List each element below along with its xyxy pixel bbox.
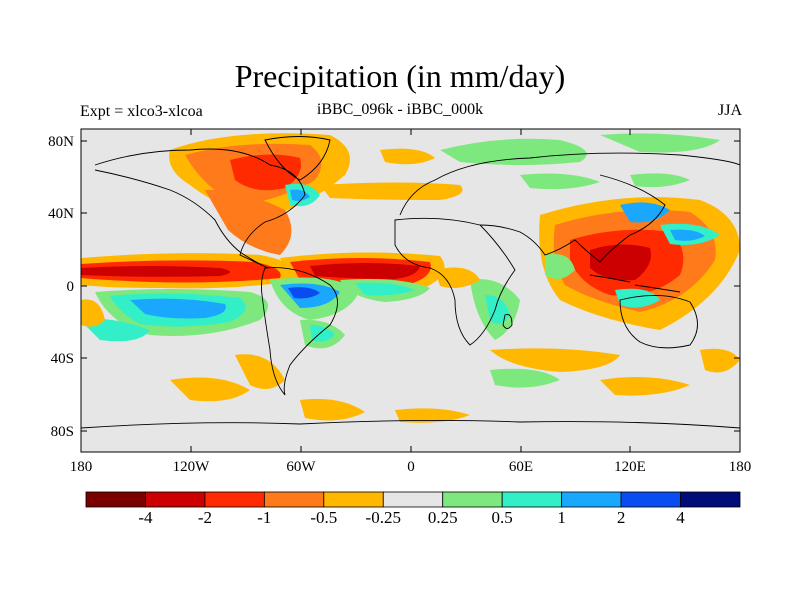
- longitude-labels: 180 120W 60W 0 60E 120E 180: [70, 459, 752, 475]
- colorbar-label: 4: [676, 508, 685, 527]
- anomaly-patch: [545, 254, 575, 279]
- colorbar-box: [85, 491, 146, 508]
- lat-label: 80N: [48, 134, 74, 150]
- colorbar-label: 1: [557, 508, 566, 527]
- lon-label: 60E: [509, 459, 533, 475]
- colorbar-label: -4: [138, 508, 153, 527]
- anomaly-patch: [520, 173, 600, 190]
- colorbar-box: [145, 491, 206, 508]
- colorbar: [85, 491, 741, 508]
- north-america-outline: [94, 148, 306, 269]
- lon-label: 120W: [173, 459, 211, 475]
- colorbar-label: -1: [257, 508, 272, 527]
- anomaly-patch: [205, 189, 292, 255]
- europe-asia-outline: [399, 152, 740, 263]
- anomaly-patch: [130, 298, 226, 319]
- lon-label: 180: [70, 459, 93, 475]
- anomaly-patch: [630, 173, 690, 188]
- colorbar-box: [323, 491, 384, 508]
- australia-outline: [619, 295, 698, 349]
- experiment-label: Expt = xlco3-xlcoa: [80, 103, 203, 120]
- anomaly-patch: [170, 377, 250, 402]
- anomaly-patch: [288, 287, 320, 299]
- colorbar-box: [442, 491, 503, 508]
- coastlines: [81, 136, 740, 429]
- lon-label: 60W: [286, 459, 316, 475]
- lon-label: 180: [729, 459, 752, 475]
- lon-label: 0: [407, 459, 415, 475]
- antarctica-outline: [81, 419, 740, 429]
- anomaly-patch: [485, 295, 510, 324]
- tick-marks: [81, 129, 740, 452]
- anomaly-patch: [700, 348, 740, 373]
- colorbar-box: [382, 491, 444, 508]
- lat-label: 0: [67, 279, 75, 295]
- south-america-outline: [260, 267, 338, 396]
- anomaly-patch: [490, 348, 620, 372]
- lat-label: 80S: [51, 424, 74, 440]
- anomaly-patch: [230, 154, 301, 191]
- colorbar-box: [204, 491, 265, 508]
- colorbar-label: 0.5: [491, 508, 513, 527]
- anomaly-patch: [235, 354, 285, 389]
- madagascar-outline: [502, 314, 513, 329]
- anomaly-patch: [355, 282, 415, 296]
- colorbar-label: -0.5: [310, 508, 338, 527]
- lon-label: 120E: [614, 459, 646, 475]
- difference-label: iBBC_096k - iBBC_000k: [316, 101, 484, 118]
- anomaly-patch: [670, 229, 705, 241]
- anomaly-patch: [81, 266, 230, 277]
- anomaly-patch: [620, 202, 670, 223]
- lat-label: 40N: [48, 206, 74, 222]
- anomaly-patch: [490, 368, 560, 388]
- anomaly-patch: [600, 133, 720, 153]
- colorbar-label: -0.25: [365, 508, 401, 527]
- colorbar-label: 0.25: [427, 508, 458, 527]
- anomaly-patch: [320, 182, 463, 200]
- greenland-outline: [264, 136, 331, 181]
- season-label: JJA: [717, 102, 742, 119]
- anomaly-field: [81, 133, 740, 423]
- anomaly-patch: [81, 299, 105, 327]
- colorbar-box: [680, 491, 741, 508]
- anomaly-patch: [310, 325, 335, 342]
- anomaly-patch: [300, 398, 365, 421]
- colorbar-box: [501, 491, 563, 508]
- latitude-labels: 80N 40N 0 40S 80S: [48, 134, 74, 440]
- colorbar-label: -2: [197, 508, 212, 527]
- colorbar-box: [620, 491, 681, 508]
- anomaly-patch: [290, 189, 310, 201]
- colorbar-box: [263, 491, 325, 508]
- anomaly-patch: [395, 408, 470, 423]
- colorbar-box: [561, 491, 622, 508]
- colorbar-label: 2: [616, 508, 626, 527]
- anomaly-patch: [590, 244, 651, 281]
- anomaly-patch: [310, 263, 420, 279]
- indonesia-outline: [589, 274, 681, 293]
- anomaly-patch: [380, 148, 435, 165]
- map-title: Precipitation (in mm/day): [234, 58, 566, 94]
- lat-label: 40S: [51, 351, 74, 367]
- anomaly-patch: [435, 267, 480, 288]
- anomaly-patch: [615, 288, 660, 308]
- anomaly-patch: [600, 376, 690, 396]
- anomaly-patch: [440, 138, 587, 165]
